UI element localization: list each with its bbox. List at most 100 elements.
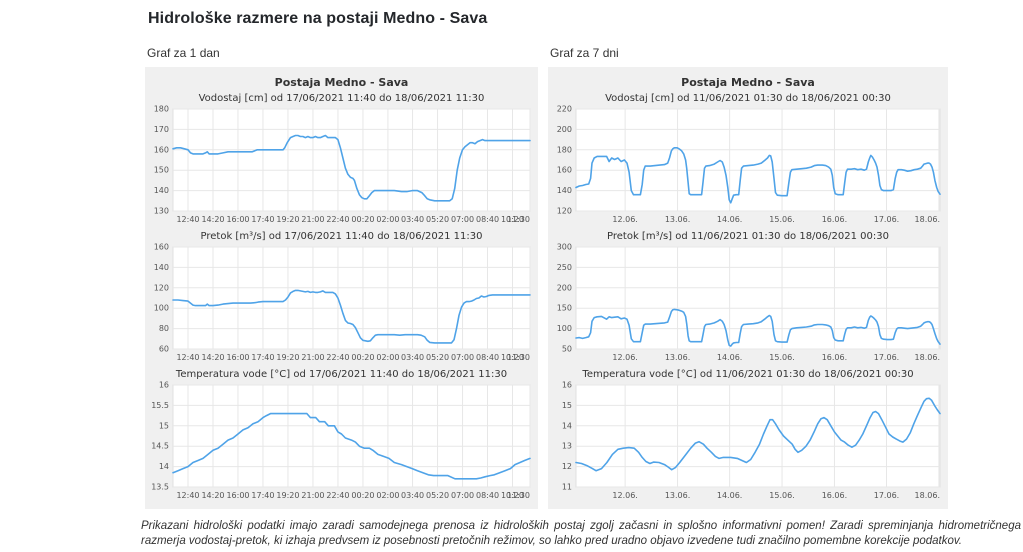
pretok-1day-plot: 12:40 14:20 16:00 17:40 19:20 21:00 22:40 00:20… [145,243,538,365]
svg-text:00:20: 00:20 [351,353,374,362]
svg-text:120: 120 [557,207,572,216]
temperatura-7days-chart: Temperatura vode [°C] od 11/06/2021 01:3… [548,365,948,503]
disclaimer-text: Prikazani hidrološki podatki imajo zarad… [141,520,1021,547]
svg-text:60: 60 [159,345,169,354]
svg-text:200: 200 [557,283,572,292]
svg-text:12:40: 12:40 [176,215,199,224]
pretok-1day-chart: Pretok [m³/s] od 17/06/2021 11:40 do 18/… [145,227,538,365]
svg-text:250: 250 [557,263,572,272]
svg-text:130: 130 [154,207,169,216]
station-title: Postaja Medno - Sava [274,76,409,89]
svg-text:170: 170 [154,125,169,134]
svg-text:22:40: 22:40 [326,491,349,500]
svg-text:50: 50 [562,345,572,354]
svg-text:16: 16 [562,381,572,390]
svg-text:19:20: 19:20 [276,491,299,500]
panel-1-day: Graf za 1 dan Postaja Medno - Sava Vodos… [145,28,538,509]
svg-text:11:30: 11:30 [507,215,530,224]
panel-1-day-body: Postaja Medno - Sava Vodostaj [cm] od 17… [145,67,538,509]
svg-text:15.06.: 15.06. [769,353,794,362]
svg-text:16:00: 16:00 [226,215,249,224]
svg-text:17:40: 17:40 [251,491,274,500]
temperatura-7days-plot: 12.06. 13.06. 14.06. 15.06. 16.06. 17.06. 18.0… [548,381,948,503]
svg-text:17:40: 17:40 [251,353,274,362]
svg-text:100: 100 [154,304,169,313]
svg-text:07:00: 07:00 [451,491,474,500]
chart-panels: Graf za 1 dan Postaja Medno - Sava Vodos… [145,28,1023,509]
svg-text:200: 200 [557,125,572,134]
svg-text:220: 220 [557,105,572,114]
svg-text:17:40: 17:40 [251,215,274,224]
svg-text:21:00: 21:00 [301,215,324,224]
svg-text:11:30: 11:30 [507,353,530,362]
svg-text:21:00: 21:00 [301,353,324,362]
svg-text:14.06.: 14.06. [717,491,742,500]
svg-text:140: 140 [154,186,169,195]
svg-text:07:00: 07:00 [451,353,474,362]
svg-text:03:40: 03:40 [401,215,424,224]
svg-text:160: 160 [154,145,169,154]
svg-text:16:00: 16:00 [226,353,249,362]
svg-text:02:00: 02:00 [376,215,399,224]
svg-text:19:20: 19:20 [276,353,299,362]
svg-text:13.06.: 13.06. [665,491,690,500]
svg-text:17.06.: 17.06. [874,491,899,500]
svg-text:16.06.: 16.06. [822,353,847,362]
svg-text:10:20: 10:20 [501,215,524,224]
svg-text:15.5: 15.5 [151,401,169,410]
panel-1-day-label: Graf za 1 dan [147,46,220,60]
temperatura-1day-plot: 12:40 14:20 16:00 17:40 19:20 21:00 22:40 00:20… [145,381,538,503]
svg-text:02:00: 02:00 [376,353,399,362]
svg-text:18.06.: 18.06. [915,215,940,224]
svg-text:13.06.: 13.06. [665,353,690,362]
svg-text:16.06.: 16.06. [822,215,847,224]
vodostaj-7days-plot: 12.06. 13.06. 14.06. 15.06. 16.06. 17.06. 18.0… [548,105,948,227]
svg-text:14.5: 14.5 [151,442,169,451]
svg-text:12: 12 [562,462,572,471]
svg-text:13.5: 13.5 [151,483,169,492]
svg-text:05:20: 05:20 [426,215,449,224]
svg-text:14: 14 [562,421,572,430]
svg-text:160: 160 [154,243,169,252]
svg-text:07:00: 07:00 [451,215,474,224]
svg-text:140: 140 [557,186,572,195]
svg-text:180: 180 [557,145,572,154]
chart-subtitle: Vodostaj [cm] od 11/06/2021 01:30 do 18/… [605,93,891,104]
svg-text:03:40: 03:40 [401,353,424,362]
svg-text:10:20: 10:20 [501,491,524,500]
svg-text:12:40: 12:40 [176,491,199,500]
svg-text:19:20: 19:20 [276,215,299,224]
svg-text:21:00: 21:00 [301,491,324,500]
svg-text:300: 300 [557,243,572,252]
svg-text:00:20: 00:20 [351,491,374,500]
svg-text:12.06.: 12.06. [612,491,637,500]
svg-text:14.06.: 14.06. [717,353,742,362]
svg-text:16.06.: 16.06. [822,491,847,500]
svg-text:08:40: 08:40 [476,353,499,362]
svg-text:160: 160 [557,166,572,175]
svg-text:15: 15 [562,401,572,410]
svg-text:00:20: 00:20 [351,215,374,224]
station-title: Postaja Medno - Sava [681,76,815,89]
chart-subtitle: Vodostaj [cm] od 17/06/2021 11:40 do 18/… [198,93,485,104]
panel-7-days: Graf za 7 dni Postaja Medno - Sava Vodos… [548,28,948,509]
vodostaj-7days-chart: Vodostaj [cm] od 11/06/2021 01:30 do 18/… [548,89,948,227]
svg-text:17.06.: 17.06. [874,353,899,362]
svg-text:16: 16 [159,381,169,390]
svg-text:180: 180 [154,105,169,114]
pretok-7days-plot: 12.06. 13.06. 14.06. 15.06. 16.06. 17.06. 18.0… [548,243,948,365]
vodostaj-1day-chart: Vodostaj [cm] od 17/06/2021 11:40 do 18/… [145,89,538,227]
svg-text:12:40: 12:40 [176,353,199,362]
svg-text:12.06.: 12.06. [612,215,637,224]
svg-text:08:40: 08:40 [476,491,499,500]
svg-text:80: 80 [159,324,169,333]
svg-text:18.06.: 18.06. [915,491,940,500]
panel-7-days-body: Postaja Medno - Sava Vodostaj [cm] od 11… [548,67,948,509]
svg-text:13.06.: 13.06. [665,215,690,224]
svg-text:16:00: 16:00 [226,491,249,500]
svg-text:05:20: 05:20 [426,491,449,500]
svg-text:22:40: 22:40 [326,215,349,224]
chart-subtitle: Pretok [m³/s] od 11/06/2021 01:30 do 18/… [607,231,889,242]
svg-text:150: 150 [557,304,572,313]
svg-text:02:00: 02:00 [376,491,399,500]
